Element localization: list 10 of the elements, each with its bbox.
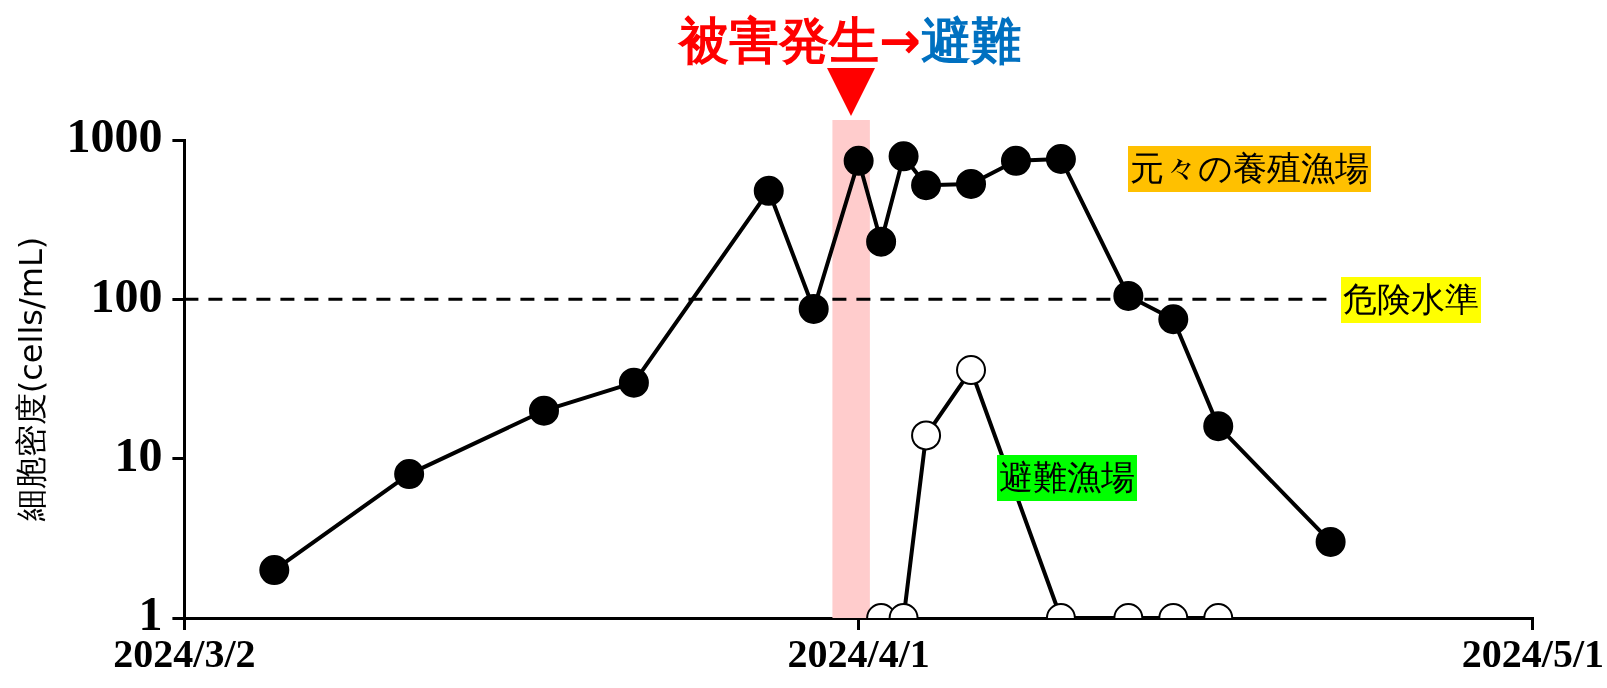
x-tick-label: 2024/5/1 xyxy=(1461,631,1604,677)
series-label: 避難漁場 xyxy=(997,455,1137,501)
chart-title: 被害発生→避難 xyxy=(679,12,1021,70)
series-label: 元々の養殖漁場 xyxy=(1128,146,1371,192)
y-tick-label: 100 xyxy=(90,268,163,322)
y-axis-title: 細胞密度(cells/mL) xyxy=(11,236,50,523)
x-tick-label: 2024/4/1 xyxy=(787,631,930,677)
y-tick-label: 1000 xyxy=(66,109,163,163)
y-tick-label: 10 xyxy=(114,428,163,482)
ref-line-label: 危険水準 xyxy=(1340,277,1481,324)
